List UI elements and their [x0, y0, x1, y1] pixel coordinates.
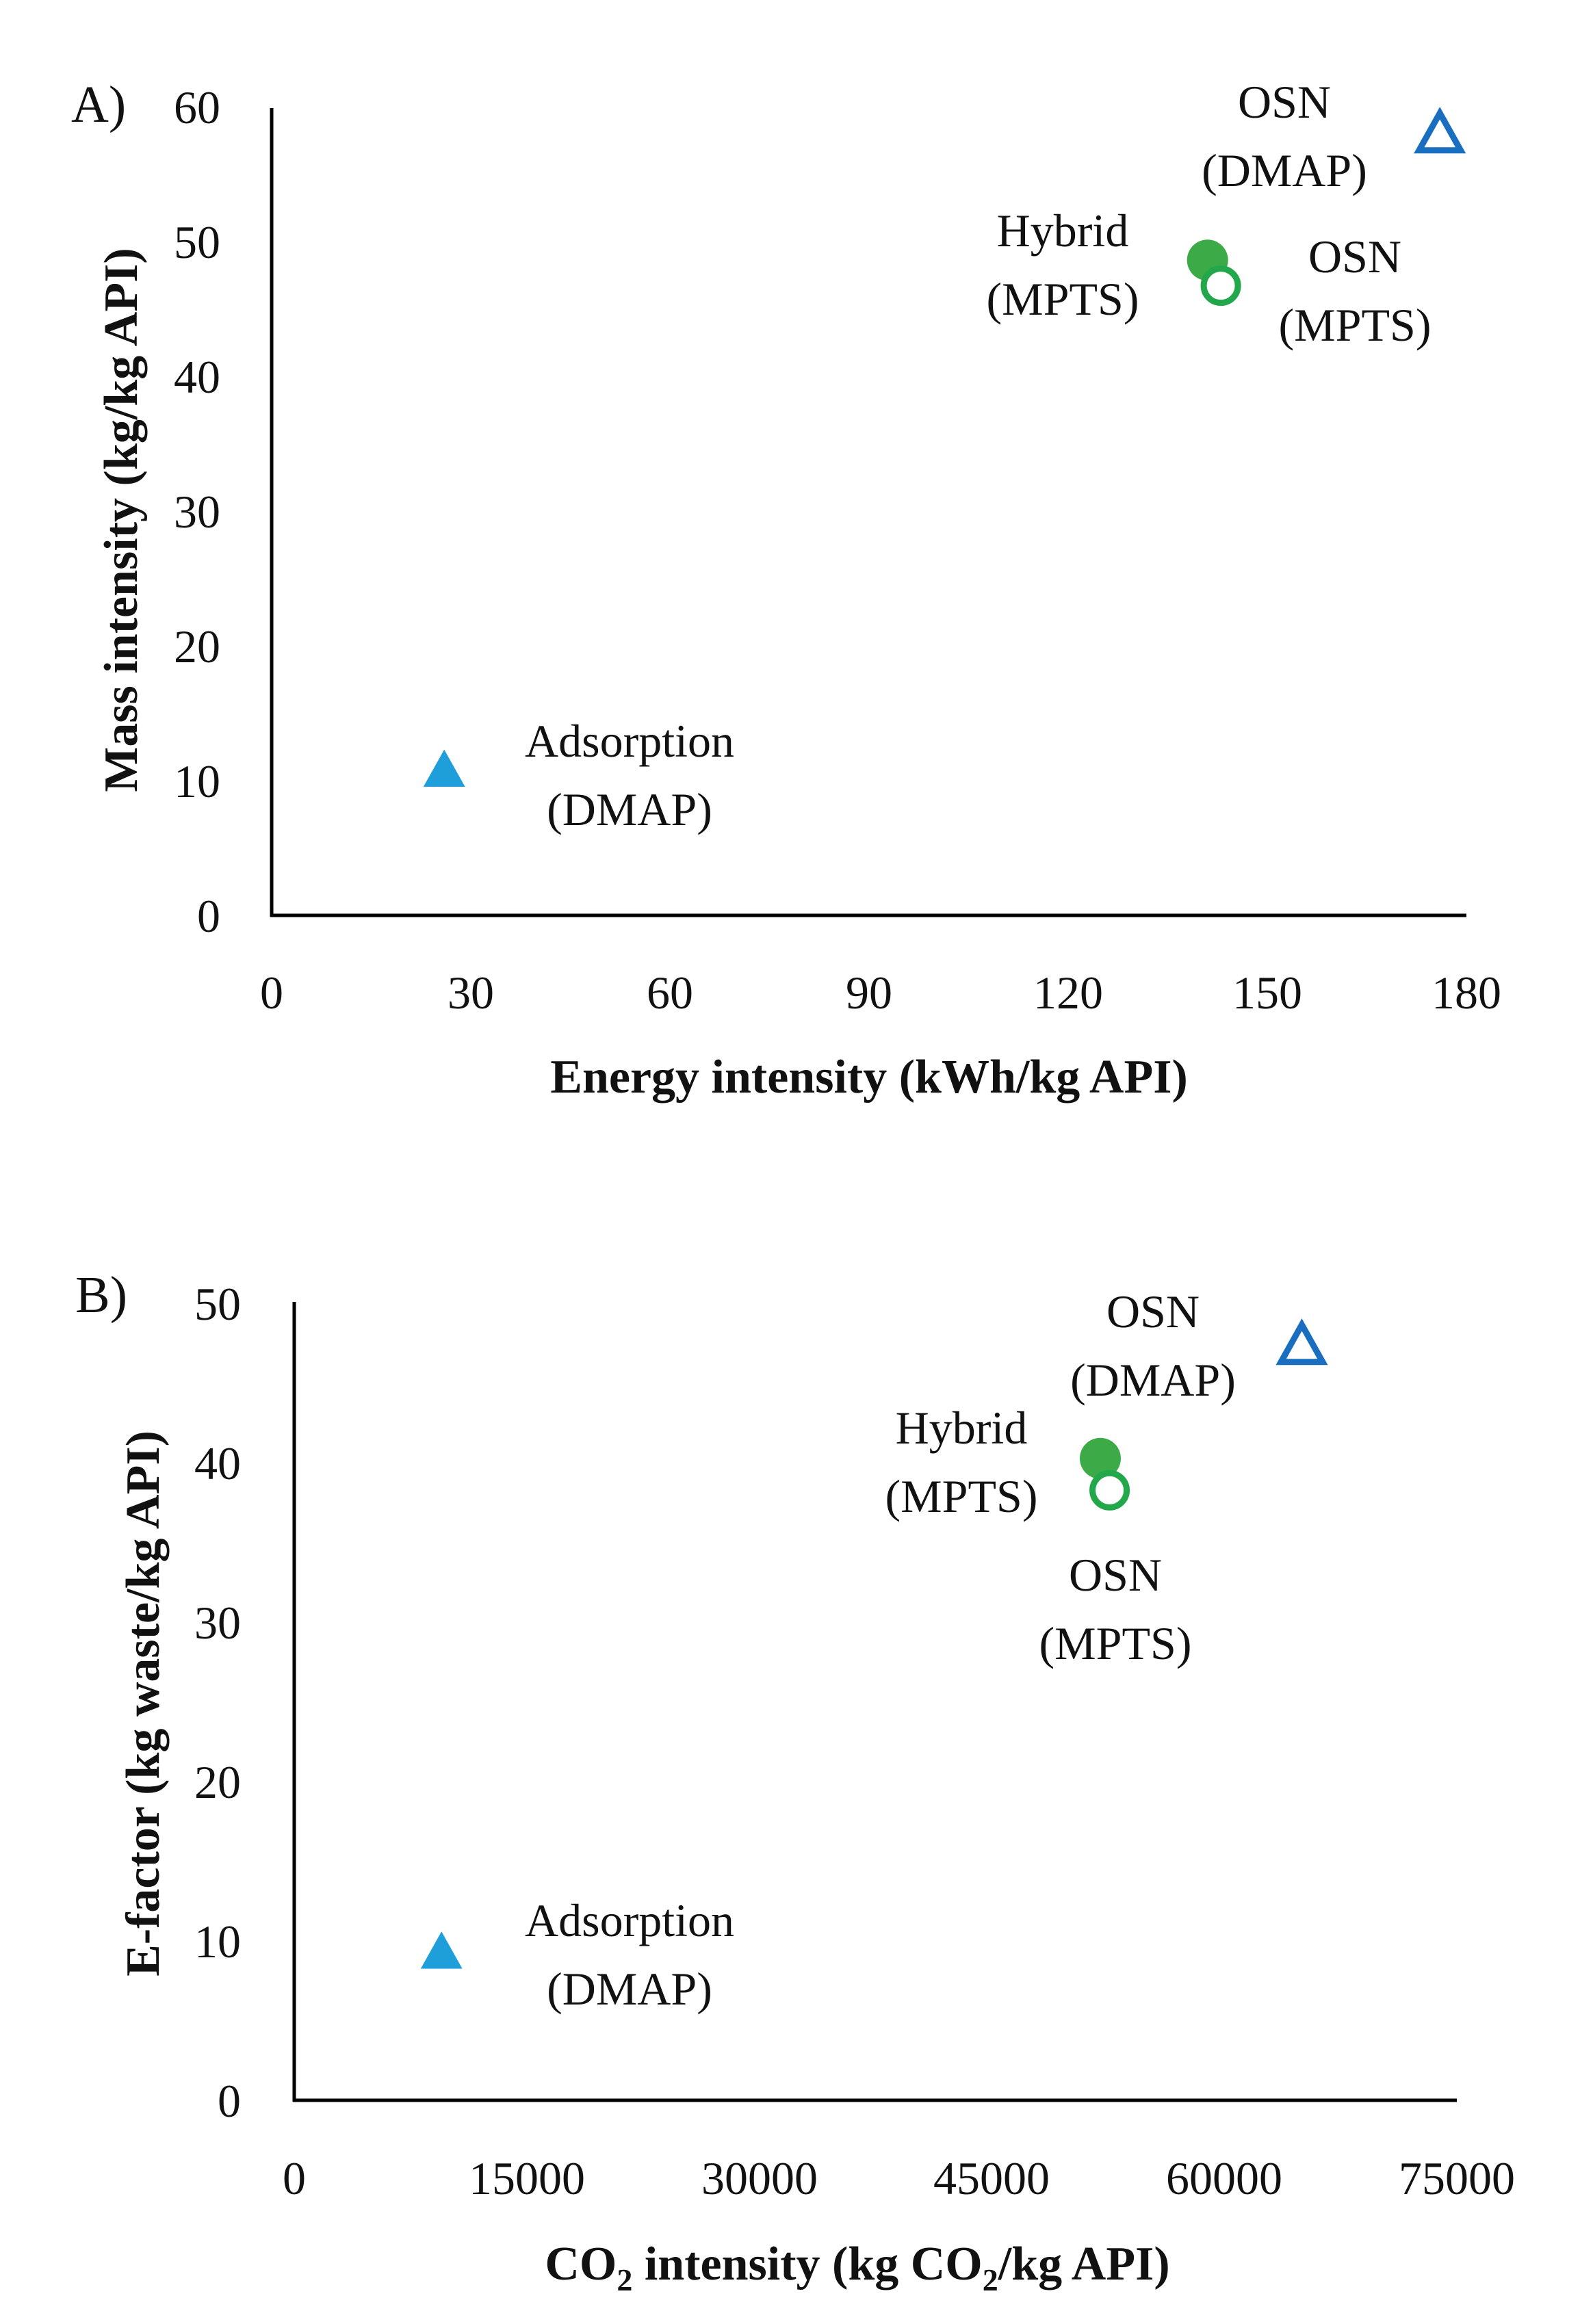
- annotation-osn-mpts-line1: OSN: [1069, 1549, 1162, 1601]
- panel-a-label: A): [71, 76, 126, 133]
- y-tick-label: 30: [194, 1597, 241, 1649]
- x-axis-label-part: CO: [545, 2238, 617, 2290]
- x-tick-label: 0: [283, 2152, 306, 2204]
- x-tick-label: 30: [448, 967, 494, 1019]
- x-tick-label: 60000: [1166, 2152, 1282, 2204]
- annotation-osn-mpts-line2: (MPTS): [1039, 1617, 1192, 1669]
- y-tick-label: 60: [174, 81, 220, 133]
- panel-b-x-tick-labels: 0 15000 30000 45000 60000 75000: [283, 2152, 1515, 2204]
- panel-a: A) 0 10 20 30 40 50 60 0 30 60 90 120 15…: [71, 76, 1501, 1104]
- point-osn-mpts: [1200, 265, 1241, 306]
- annotation-osn-mpts-line2: (MPTS): [1279, 299, 1432, 351]
- x-tick-label: 75000: [1399, 2152, 1515, 2204]
- x-tick-label: 150: [1232, 967, 1302, 1019]
- x-axis-label-part: intensity (kg CO: [632, 2238, 982, 2290]
- panel-b-y-tick-labels: 0 10 20 30 40 50: [194, 1278, 241, 2127]
- y-tick-label: 30: [174, 486, 220, 538]
- panel-b-label: B): [75, 1266, 127, 1324]
- point-osn-dmap: [1275, 1318, 1328, 1366]
- panel-a-y-axis-label: Mass intensity (kg/kg API): [95, 248, 148, 792]
- y-tick-label: 10: [194, 1916, 241, 1968]
- x-tick-label: 180: [1432, 967, 1501, 1019]
- point-adsorption-dmap: [420, 1931, 463, 1969]
- annotation-hybrid-mpts-line2: (MPTS): [885, 1470, 1038, 1522]
- y-tick-label: 40: [174, 351, 220, 403]
- x-tick-label: 45000: [933, 2152, 1050, 2204]
- point-adsorption-dmap: [423, 749, 465, 787]
- panel-b-x-axis-label: CO2 intensity (kg CO2/kg API): [545, 2238, 1169, 2297]
- annotation-hybrid-mpts-line1: Hybrid: [997, 205, 1129, 257]
- annotation-adsorption-dmap-line2: (DMAP): [547, 783, 712, 835]
- x-tick-label: 30000: [701, 2152, 818, 2204]
- panel-b-y-axis-label: E-factor (kg waste/kg API): [117, 1431, 170, 1976]
- annotation-adsorption-dmap-line2: (DMAP): [547, 1963, 712, 2015]
- x-tick-label: 120: [1033, 967, 1103, 1019]
- annotation-osn-dmap-line2: (DMAP): [1070, 1354, 1236, 1406]
- annotation-adsorption-dmap-line1: Adsorption: [525, 715, 734, 767]
- point-osn-dmap: [1414, 107, 1466, 154]
- y-tick-label: 50: [194, 1278, 241, 1330]
- annotation-osn-dmap-line1: OSN: [1238, 76, 1331, 128]
- panel-b: B) 0 10 20 30 40 50 0 15000 30000 45000 …: [75, 1266, 1515, 2297]
- y-tick-label: 10: [174, 755, 220, 807]
- panel-b-markers: [420, 1318, 1328, 1969]
- y-tick-label: 20: [194, 1756, 241, 1808]
- y-tick-label: 0: [197, 890, 220, 942]
- x-tick-label: 0: [260, 967, 283, 1019]
- y-tick-label: 40: [194, 1437, 241, 1489]
- annotation-osn-dmap-line2: (DMAP): [1202, 144, 1367, 196]
- annotation-osn-dmap-line1: OSN: [1106, 1285, 1200, 1337]
- y-tick-label: 0: [218, 2075, 241, 2127]
- panel-a-annotations: Adsorption (DMAP) OSN (DMAP) Hybrid (MPT…: [525, 76, 1431, 835]
- x-axis-label-subscript: 2: [617, 2262, 632, 2297]
- panel-a-x-tick-labels: 0 30 60 90 120 150 180: [260, 967, 1501, 1019]
- annotation-adsorption-dmap-line1: Adsorption: [525, 1894, 734, 1946]
- y-tick-label: 20: [174, 621, 220, 673]
- annotation-osn-mpts-line1: OSN: [1308, 231, 1401, 283]
- panel-a-y-tick-labels: 0 10 20 30 40 50 60: [174, 81, 220, 942]
- panel-b-annotations: Adsorption (DMAP) OSN (DMAP) Hybrid (MPT…: [525, 1285, 1236, 2015]
- x-tick-label: 90: [846, 967, 892, 1019]
- panel-a-markers: [423, 107, 1466, 787]
- x-tick-label: 60: [647, 967, 693, 1019]
- x-axis-label-part: /kg API): [998, 2238, 1170, 2290]
- point-osn-mpts: [1089, 1470, 1130, 1511]
- annotation-hybrid-mpts-line1: Hybrid: [896, 1402, 1028, 1454]
- x-axis-label-subscript: 2: [983, 2262, 998, 2297]
- point-hybrid-mpts: [1079, 1437, 1121, 1479]
- panel-a-x-axis-label: Energy intensity (kWh/kg API): [550, 1051, 1188, 1104]
- annotation-hybrid-mpts-line2: (MPTS): [987, 273, 1139, 325]
- x-tick-label: 15000: [469, 2152, 585, 2204]
- y-tick-label: 50: [174, 216, 220, 268]
